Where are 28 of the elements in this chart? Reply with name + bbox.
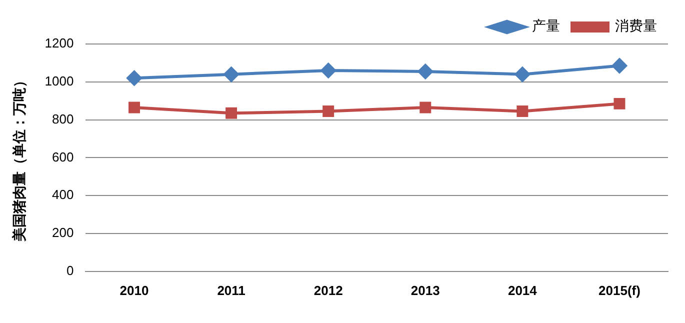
point [226, 107, 238, 119]
x-tick-label: 2015(f) [598, 282, 640, 298]
x-tick-label: 2012 [314, 282, 343, 298]
point [516, 106, 528, 118]
x-tick-label: 2014 [508, 282, 538, 298]
y-tick-label: 0 [66, 262, 74, 278]
point [322, 106, 334, 118]
point [514, 66, 530, 82]
point [418, 64, 433, 79]
legend-label: 产量 [532, 18, 560, 35]
y-tick-label: 400 [52, 187, 74, 202]
y-tick-label: 600 [52, 149, 74, 164]
point [126, 70, 142, 86]
x-tick-label: 2013 [410, 282, 440, 298]
x-tick-label: 2011 [217, 282, 246, 298]
y-axis-title: 美国猪肉量（单位：万吨） [11, 74, 28, 243]
y-tick-label: 200 [52, 225, 74, 240]
point [128, 102, 140, 114]
point [612, 58, 627, 74]
point [420, 102, 432, 114]
point [320, 63, 336, 78]
y-tick-label: 1200 [44, 36, 74, 51]
y-tick-label: 1000 [44, 73, 74, 88]
legend-label: 消费量 [615, 18, 657, 35]
y-tick-label: 800 [52, 111, 74, 126]
point [224, 66, 239, 82]
x-tick-label: 2010 [120, 282, 149, 298]
point [614, 98, 626, 110]
